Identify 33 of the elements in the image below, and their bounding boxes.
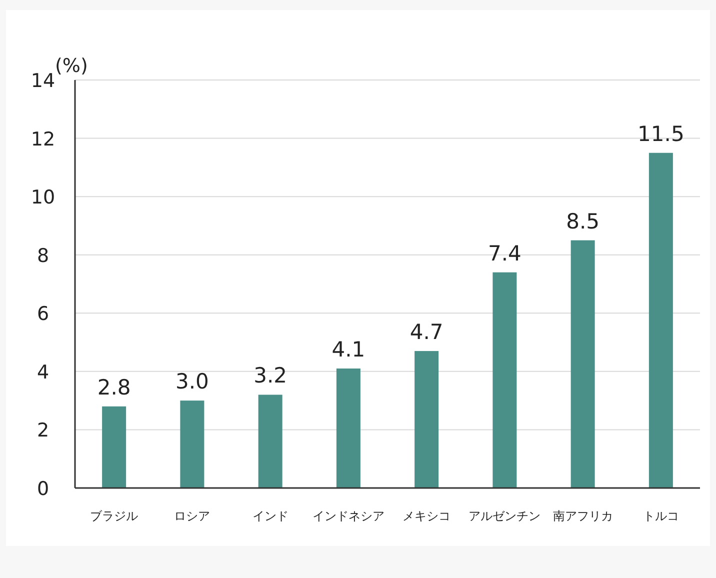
y-tick-label: 8: [36, 244, 50, 267]
y-tick-label: 10: [30, 186, 56, 209]
y-tick-label: 14: [30, 70, 56, 92]
y-tick-label: 0: [36, 478, 50, 500]
x-tick-label: メキシコ: [402, 509, 451, 523]
y-tick-label: 12: [30, 128, 56, 150]
x-tick-label: ロシア: [174, 509, 210, 523]
data-label: 4.7: [410, 320, 444, 344]
x-tick-label: 南アフリカ: [552, 509, 613, 523]
data-label: 11.5: [638, 122, 684, 146]
y-tick-label: 2: [36, 420, 50, 442]
bar: [258, 394, 282, 488]
x-tick-label: ブラジル: [90, 509, 138, 523]
bar: [492, 272, 517, 488]
bar: [102, 406, 126, 488]
x-tick-label: トルコ: [642, 509, 679, 523]
x-tick-label: インド: [252, 509, 288, 523]
x-tick-label: インドネシア: [312, 509, 384, 523]
data-label: 8.5: [566, 209, 600, 234]
bar: [336, 368, 360, 488]
y-axis-title: (%): [55, 55, 88, 77]
data-label: 3.2: [254, 364, 288, 388]
data-label: 7.4: [488, 241, 522, 266]
data-label: 3.0: [175, 370, 209, 394]
x-tick-label: アルゼンチン: [468, 509, 541, 523]
bar: [414, 351, 439, 488]
y-tick-label: 6: [36, 303, 50, 326]
bar: [180, 400, 204, 488]
data-label: 4.1: [332, 338, 366, 362]
bar: [648, 152, 673, 488]
data-label: 2.8: [97, 375, 131, 400]
bar: [570, 240, 595, 488]
y-tick-label: 4: [36, 361, 50, 384]
